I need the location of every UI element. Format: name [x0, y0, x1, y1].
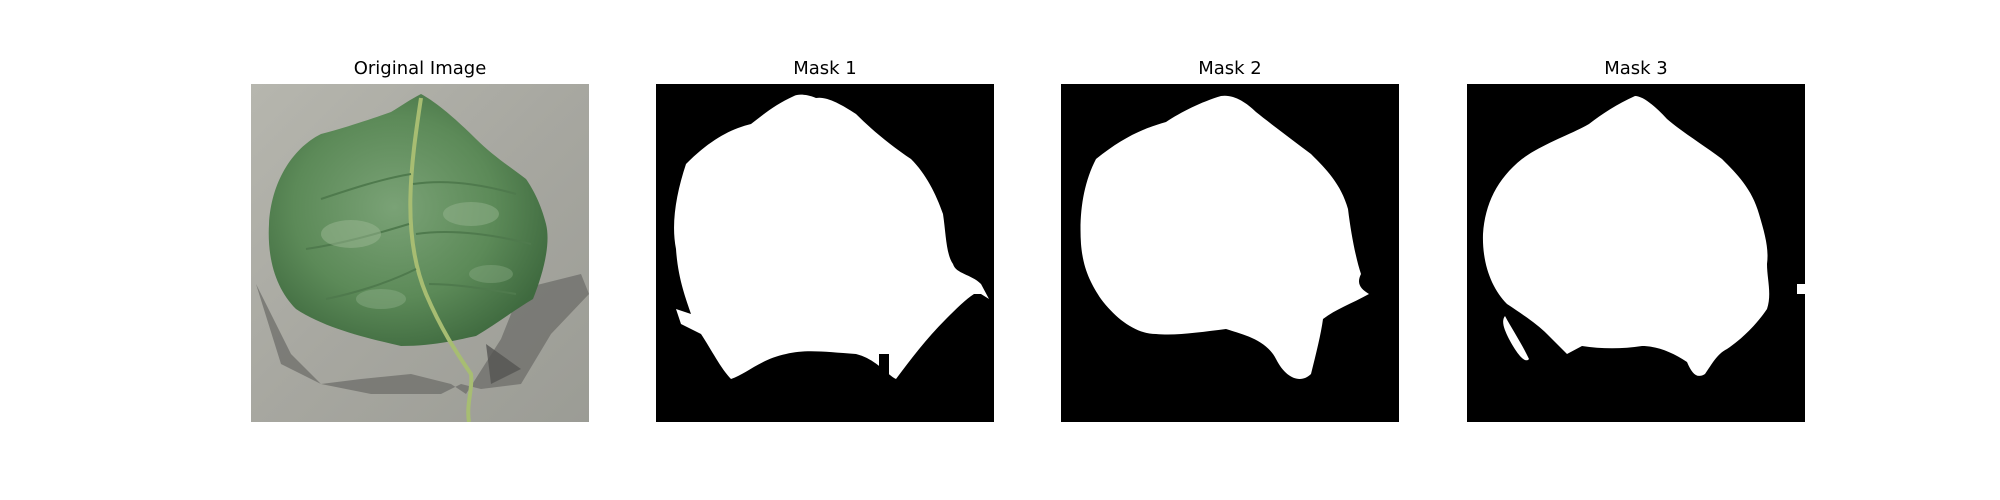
panel-title: Mask 1: [793, 58, 857, 79]
mask-3: [1467, 84, 1805, 422]
panel-title: Mask 2: [1198, 58, 1262, 79]
mask-2: [1061, 84, 1399, 422]
mask-2-image: [1061, 84, 1399, 422]
original-image: [251, 84, 589, 422]
mask-3-image: [1467, 84, 1805, 422]
panel-title: Mask 3: [1604, 58, 1668, 79]
leaf-photo: [251, 84, 589, 422]
panel-title: Original Image: [353, 58, 487, 79]
mask-1-image: [656, 84, 994, 422]
mask-1: [656, 84, 994, 422]
